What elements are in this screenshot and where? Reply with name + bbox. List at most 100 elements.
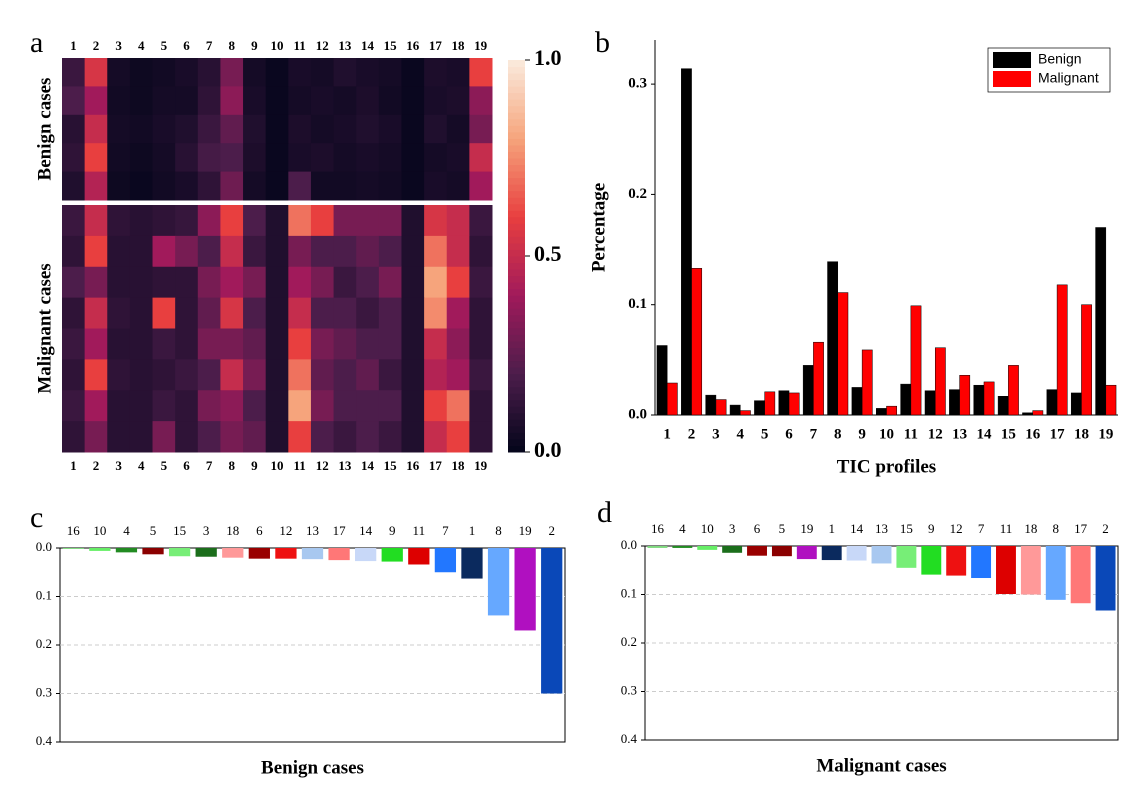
heat-cell	[356, 266, 380, 299]
heat-cell	[175, 114, 199, 144]
x-tick-label: 15	[900, 521, 913, 536]
bar	[1105, 384, 1117, 416]
heat-cell	[333, 297, 357, 329]
heat-cell	[84, 58, 108, 87]
bar	[1046, 389, 1058, 416]
heat-cell	[310, 86, 335, 116]
heat-cell	[152, 359, 176, 391]
heat-cell	[84, 297, 108, 329]
x-tick-label: 13	[338, 458, 352, 473]
heat-cell	[356, 359, 380, 391]
heat-cell	[446, 266, 470, 299]
bar	[973, 384, 985, 416]
heat-cell	[288, 328, 312, 360]
x-tick-label: 14	[361, 458, 375, 473]
heat-cell	[356, 86, 380, 116]
x-tick-label: 7	[206, 458, 213, 473]
x-tick-label: 18	[1074, 426, 1089, 442]
heat-cell	[84, 114, 108, 144]
bar	[921, 546, 942, 575]
y-tick-label: 0.3	[628, 76, 647, 92]
heat-cell	[84, 205, 108, 237]
colorbar-segment	[508, 66, 525, 74]
x-tick-label: 11	[293, 458, 305, 473]
bar	[886, 405, 897, 416]
x-tick-label: 9	[928, 521, 935, 536]
heat-cell	[333, 235, 357, 268]
colorbar-segment	[508, 105, 525, 113]
heat-cell	[220, 328, 244, 360]
heat-cell	[424, 328, 448, 360]
heat-cell	[469, 171, 493, 201]
colorbar-segment	[508, 301, 525, 309]
y-tick-label: 0.3	[621, 682, 637, 697]
heat-cell	[152, 205, 176, 237]
bar	[168, 548, 191, 557]
bar	[434, 548, 457, 573]
bar	[514, 548, 536, 631]
bar	[1095, 227, 1107, 416]
heat-cell	[107, 328, 131, 360]
colorbar-segment	[508, 380, 525, 388]
heat-cell	[175, 143, 199, 173]
bar	[115, 548, 138, 553]
heat-cell	[333, 205, 357, 237]
colorbar-segment	[508, 203, 525, 211]
bar	[996, 546, 1016, 595]
x-tick-label: 6	[183, 458, 190, 473]
heat-cell	[310, 421, 335, 453]
heat-cell	[107, 114, 131, 144]
x-tick-label: 10	[701, 521, 714, 536]
bar	[827, 261, 839, 416]
x-tick-label: 2	[688, 426, 696, 442]
heat-cell	[378, 143, 402, 173]
heat-cell	[310, 328, 335, 360]
y-tick-label: 0.1	[36, 587, 52, 602]
heat-cell	[469, 114, 493, 144]
bar	[89, 548, 111, 551]
heat-cell	[62, 359, 86, 391]
x-tick-label: 19	[474, 38, 488, 53]
heat-cell	[129, 235, 154, 268]
x-tick-label: 9	[389, 523, 396, 538]
bar	[666, 382, 678, 416]
heat-cell	[469, 421, 493, 453]
bar	[355, 548, 377, 562]
heat-cell	[265, 266, 289, 299]
heat-cell	[265, 114, 289, 144]
heat-cell	[220, 205, 244, 237]
x-tick-label: 7	[206, 38, 213, 53]
x-tick-label: 14	[361, 38, 375, 53]
y-tick-label: 0.0	[628, 406, 647, 422]
x-tick-label: 6	[256, 523, 263, 538]
colorbar-segment	[508, 314, 525, 322]
heat-cell	[243, 86, 267, 116]
heat-cell	[401, 328, 425, 360]
bar	[900, 383, 912, 416]
heat-cell	[197, 390, 221, 422]
bar	[1095, 546, 1116, 611]
heat-cell	[424, 235, 448, 268]
heat-cell	[62, 328, 86, 360]
bar	[697, 546, 718, 550]
heat-cell	[446, 328, 470, 360]
heat-cell	[265, 143, 289, 173]
x-tick-label: 15	[173, 523, 186, 538]
colorbar-segment	[508, 340, 525, 348]
colorbar-segment	[508, 393, 525, 401]
heat-cell	[129, 359, 154, 391]
colorbar-segment	[508, 432, 525, 440]
heat-cell	[469, 235, 493, 268]
heat-cell	[84, 266, 108, 299]
colorbar-segment	[508, 360, 525, 368]
heat-cell	[401, 171, 425, 201]
x-tick-label: 3	[115, 458, 122, 473]
colorbar-segment	[508, 229, 525, 237]
colorbar-segment	[508, 256, 525, 264]
legend-swatch	[993, 71, 1031, 87]
heat-cell	[288, 143, 312, 173]
colorbar-tick-label: 0.0	[534, 437, 562, 462]
colorbar-segment	[508, 236, 525, 244]
heat-cell	[62, 171, 86, 201]
